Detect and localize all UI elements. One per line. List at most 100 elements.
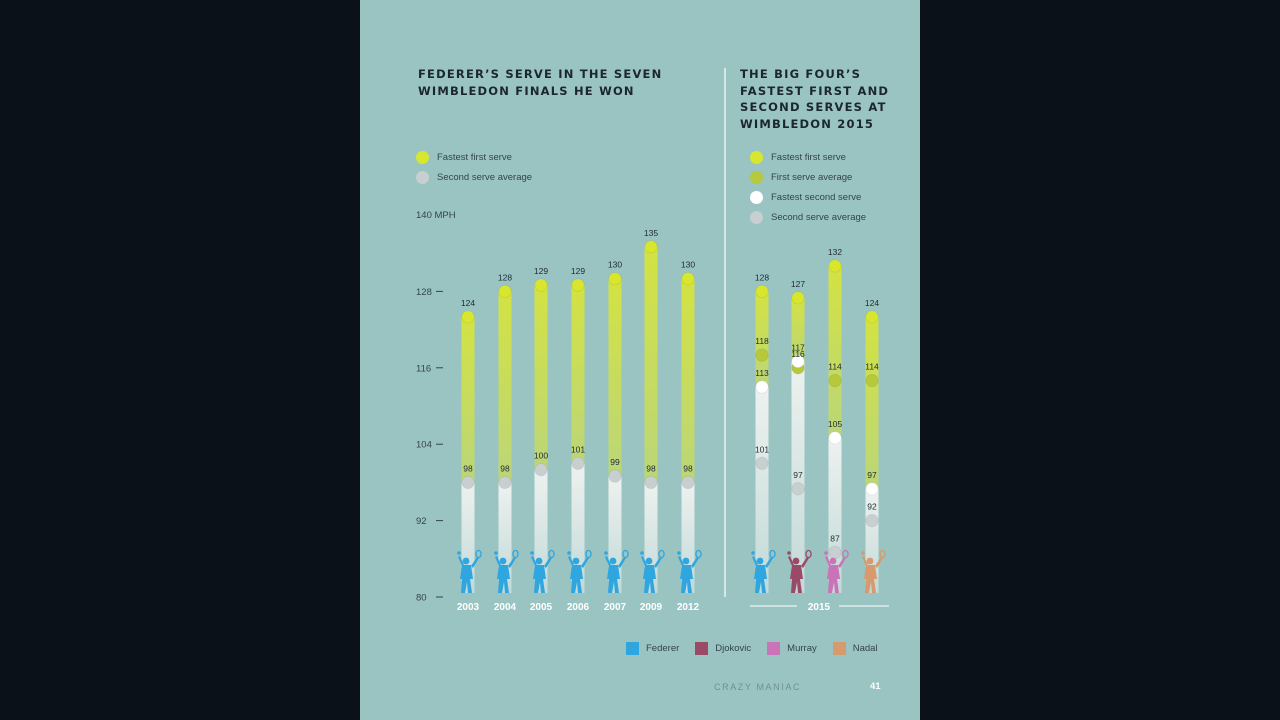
player-legend-federer: Federer [626,642,679,655]
y-tick-label: 80 [416,593,427,604]
bar-fastest-first [755,291,769,387]
ball-fastest-first [865,310,879,324]
bar-fastest-first [534,285,548,470]
ball-fastest-second [828,431,842,445]
ball-second-avg [791,482,805,496]
murray-swatch [767,642,781,655]
federer-swatch [626,642,639,655]
value-label-fastest-first: 124 [461,298,475,308]
legend-item-second-avg: Second serve average [750,207,866,227]
value-label-second-avg: 100 [534,451,548,461]
value-label-fastest-first: 124 [865,298,879,308]
tennis-player-icon [567,549,592,593]
value-label-second-avg: 98 [463,463,473,473]
value-label-fastest-first: 127 [791,279,805,289]
value-label-fastest-first: 130 [681,260,695,270]
y-tick-label: 104 [416,440,432,451]
right-legend: Fastest first serve First serve average … [750,147,866,227]
value-label-fastest-first: 130 [608,260,622,270]
ball-fastest-first [681,272,695,286]
second-avg-dot-icon [750,210,763,224]
page-number: 41 [870,681,881,692]
value-label-fastest-first: 128 [498,272,512,282]
value-label-second-avg: 97 [793,470,803,480]
player-legend-djokovic: Djokovic [695,642,751,655]
ball-first-avg [865,373,879,388]
value-label-first-avg: 118 [755,336,769,346]
ball-second-avg [681,475,695,489]
x-tick-label: 2009 [640,602,663,613]
bar-fastest-first [498,291,512,483]
value-label-fastest-first: 132 [828,247,842,257]
y-tick-label: 128 [416,287,432,298]
legend-label: Fastest first serve [437,151,512,163]
value-label-first-avg: 116 [791,349,805,359]
bar-fastest-first [865,316,879,489]
value-label-fastest-first: 129 [534,266,548,276]
value-label-fastest-first: 135 [644,228,658,238]
x-tick-label: 2004 [494,602,517,613]
legend-label: Second serve average [437,171,533,183]
ball-fastest-first [644,240,658,254]
left-legend: Fastest first serve Second serve average [416,147,532,187]
ball-fastest-first [461,310,475,324]
legend-label: Fastest second serve [771,191,862,203]
ball-second-avg [461,475,475,489]
tennis-player-icon [787,549,812,593]
player-legend: Federer Djokovic Murray Nadal [626,642,894,655]
player-name: Federer [646,643,680,654]
fastest-first-dot-icon [416,150,429,164]
left-chart-title: FEDERER’S SERVE IN THE SEVEN WIMBLEDON F… [418,67,663,98]
ball-fastest-first [791,291,805,305]
player-legend-murray: Murray [767,642,817,655]
nadal-swatch [832,642,846,655]
legend-item-fastest-second: Fastest second serve [750,187,866,207]
tennis-player-icon [751,549,776,593]
legend-item-first-avg: First serve average [750,167,866,187]
value-label-fastest-second: 105 [828,419,842,429]
footer-brand: CRAZY MANIAC [714,682,802,692]
ball-second-avg [534,463,548,477]
legend-label: Fastest first serve [771,151,846,163]
value-label-second-avg: 101 [755,444,769,454]
x-tick-label: 2006 [567,602,590,613]
value-label-second-avg: 98 [646,463,656,473]
ball-fastest-second [865,482,879,496]
tennis-player-icon [494,549,519,593]
tennis-player-icon [530,549,555,593]
bar-fastest-first [791,297,805,362]
ball-fastest-first [498,284,512,298]
ball-fastest-first [828,259,842,273]
ball-second-avg [498,475,512,489]
value-label-second-avg: 98 [683,463,693,473]
fastest-first-dot-icon [750,150,763,164]
legend-item-second-avg: Second serve average [416,167,532,187]
ball-fastest-second [791,354,805,369]
legend-item-fastest-first: Fastest first serve [416,147,532,167]
ball-fastest-first [571,278,585,292]
fastest-second-dot-icon [750,190,763,204]
tennis-player-icon [457,549,482,593]
ball-second-avg [828,545,842,560]
value-label-fastest-first: 128 [755,272,769,282]
tennis-player-icon [640,549,665,593]
ball-second-avg [571,456,585,470]
player-name: Djokovic [715,643,752,654]
player-legend-nadal: Nadal [832,642,878,655]
value-label-second-avg: 99 [610,457,620,467]
serve-charts: 80 92 104 116 128 124 98 2003 128 98 2004 129 100 200… [416,68,889,613]
tennis-player-icon [604,549,629,593]
ball-first-avg [828,373,842,388]
ball-second-avg [644,475,658,489]
value-label-fastest-first: 129 [571,266,585,276]
x-tick-label: 2012 [677,602,700,613]
ball-second-avg [608,469,622,483]
infographic-page: 80 92 104 116 128 124 98 2003 128 98 2004 129 100 200… [360,0,920,720]
value-label-fastest-second: 113 [755,368,769,378]
value-label-second-avg: 98 [500,463,510,473]
legend-label: First serve average [771,171,853,183]
bar-fastest-first [828,265,842,438]
ball-fastest-second [755,380,769,394]
y-tick-label: 92 [416,516,427,527]
x-tick-label: 2005 [530,602,553,613]
